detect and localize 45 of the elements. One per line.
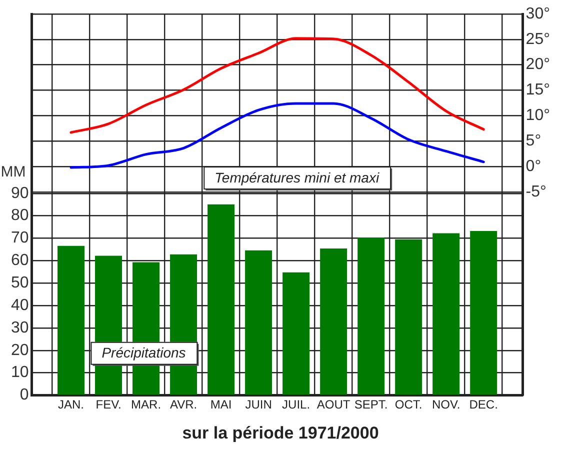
bar xyxy=(245,250,272,395)
line-series xyxy=(70,37,485,134)
x-tick-label: OCT. xyxy=(394,398,422,412)
text: sur la période 1971/2000 xyxy=(182,423,379,442)
bar xyxy=(282,272,310,395)
x-tick-label: JAN. xyxy=(58,398,84,412)
x-tick-label: AVR. xyxy=(170,398,198,412)
y-tick-label: 60 xyxy=(11,252,29,270)
y-tick-label: 30 xyxy=(11,319,29,336)
y2-tick-label: 0° xyxy=(526,158,542,175)
y2-tick-label: 5° xyxy=(526,132,542,150)
y2-tick-label: 15° xyxy=(526,82,550,99)
x-tick-label: NOV. xyxy=(432,398,460,412)
x-tick-label: FEV. xyxy=(96,398,122,412)
bar xyxy=(320,248,348,395)
y-tick-label: 10 xyxy=(11,364,29,382)
x-tick-label: JUIL. xyxy=(282,398,310,412)
bar xyxy=(208,204,235,395)
bar xyxy=(58,246,85,395)
y-tick-label: 50 xyxy=(11,274,29,292)
y2-tick-label: 20° xyxy=(526,56,550,74)
y2-tick-label: 30° xyxy=(526,5,550,22)
x-tick-label: MAI xyxy=(210,398,232,412)
x-tick-label: SEPT. xyxy=(354,398,388,412)
x-tick-label: MAR. xyxy=(131,398,162,412)
y-tick-label: 20 xyxy=(11,342,29,359)
y-tick-label: 80 xyxy=(11,207,29,224)
y-tick-label: 70 xyxy=(11,230,29,247)
y2-tick-label: 25° xyxy=(526,30,550,48)
x-tick-label: DEC. xyxy=(469,398,498,412)
x-tick-label: JUIN xyxy=(245,398,272,412)
bar xyxy=(395,239,422,395)
annotation: Températures mini et maxi xyxy=(214,169,380,186)
bar xyxy=(358,238,385,395)
bar xyxy=(470,231,498,395)
annotation: Précipitations xyxy=(102,344,186,361)
y-axis-title: MM xyxy=(0,164,26,181)
y-tick-label: 40 xyxy=(11,296,29,314)
x-tick-label: AOUT xyxy=(316,398,351,412)
y-tick-label: 0 xyxy=(20,386,29,404)
line-series xyxy=(70,102,485,169)
bar xyxy=(432,233,460,395)
y-tick-label: 90 xyxy=(11,184,29,202)
y2-tick-label: -5° xyxy=(526,183,546,200)
y2-tick-label: 10° xyxy=(526,107,550,124)
